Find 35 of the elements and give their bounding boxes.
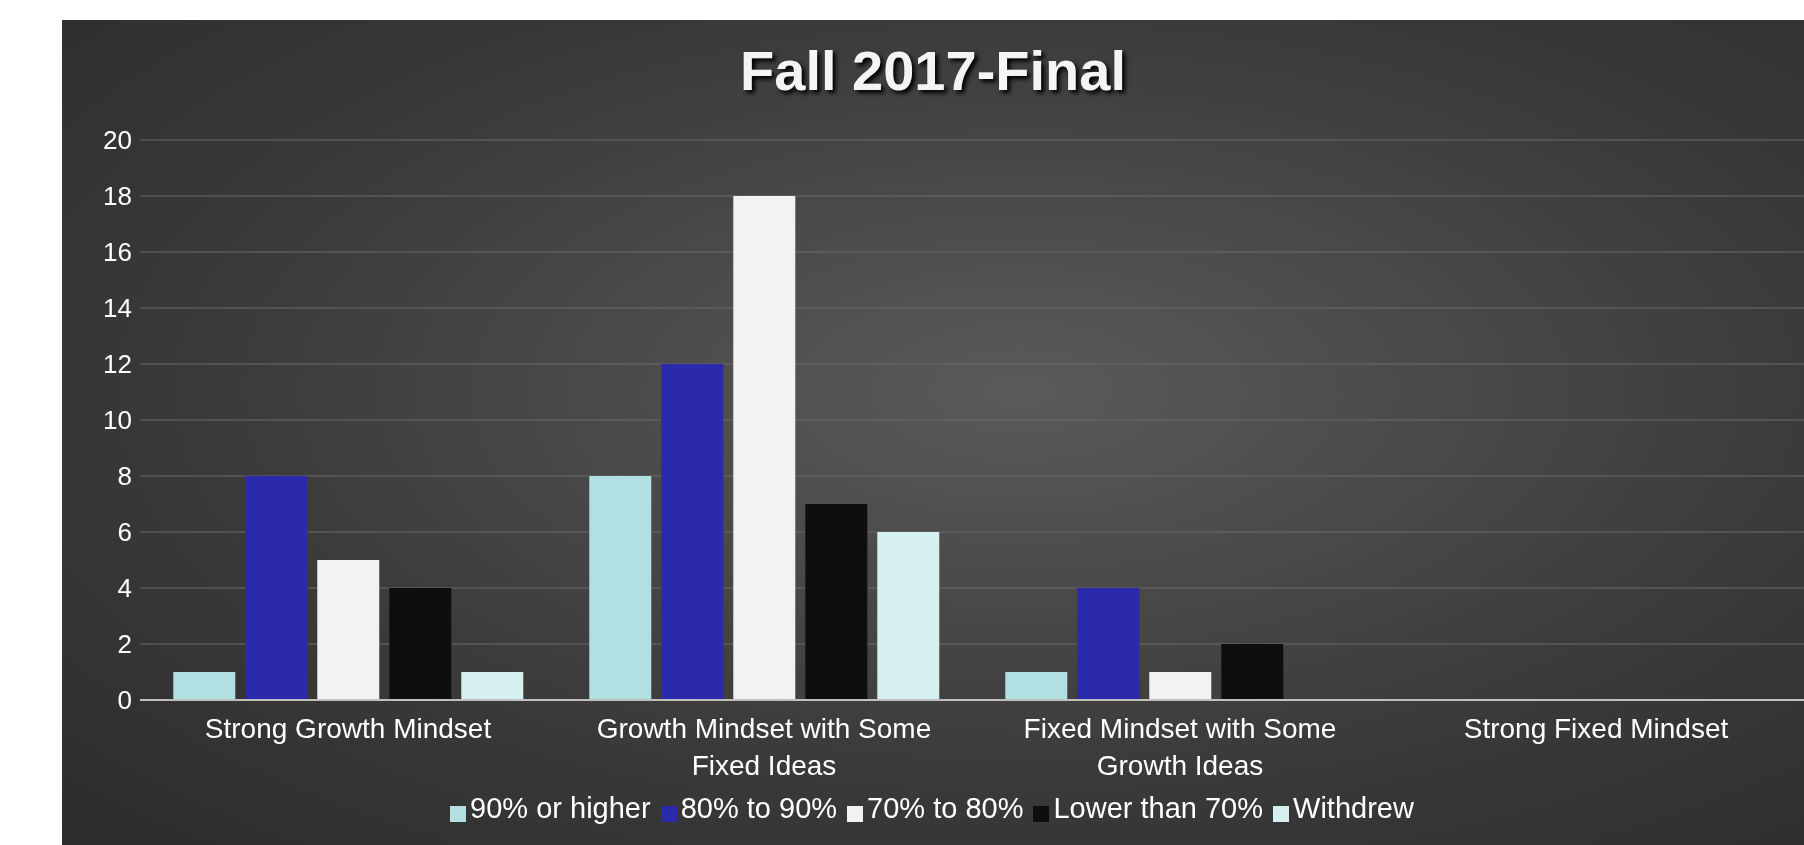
y-tick-label: 20 (103, 125, 132, 156)
y-tick-label: 4 (117, 573, 132, 604)
bar (317, 560, 380, 700)
x-tick-label: Fixed Mindset with Some Growth Ideas (1023, 713, 1337, 781)
bar (661, 364, 724, 700)
y-tick-label: 14 (103, 293, 132, 324)
bar (1221, 644, 1284, 700)
legend-label: 90% or higher (470, 792, 651, 824)
x-tick-label: Growth Mindset with Some Fixed Ideas (596, 713, 932, 781)
bar (173, 672, 236, 700)
y-tick-label: 8 (117, 461, 132, 492)
bar (733, 196, 796, 700)
bar (389, 588, 452, 700)
y-tick-label: 0 (117, 685, 132, 716)
bar (805, 504, 868, 700)
y-tick-label: 6 (117, 517, 132, 548)
bar (245, 476, 308, 700)
legend-label: Withdrew (1293, 792, 1414, 824)
x-tick-label: Strong Fixed Mindset (1463, 713, 1729, 744)
y-tick-label: 10 (103, 405, 132, 436)
legend-label: 70% to 80% (867, 792, 1024, 824)
y-tick-label: 18 (103, 181, 132, 212)
chart-title: Fall 2017-Final (739, 38, 1127, 103)
y-tick-label: 16 (103, 237, 132, 268)
legend-label: Lower than 70% (1053, 792, 1264, 824)
bar (589, 476, 652, 700)
y-tick-label: 12 (103, 349, 132, 380)
bar (461, 672, 524, 700)
x-tick-label: Strong Growth Mindset (204, 713, 492, 744)
bar (877, 532, 940, 700)
bar (1077, 588, 1140, 700)
bar (1005, 672, 1068, 700)
bar (1149, 672, 1212, 700)
y-tick-label: 2 (117, 629, 132, 660)
legend-label: 80% to 90% (680, 792, 838, 824)
